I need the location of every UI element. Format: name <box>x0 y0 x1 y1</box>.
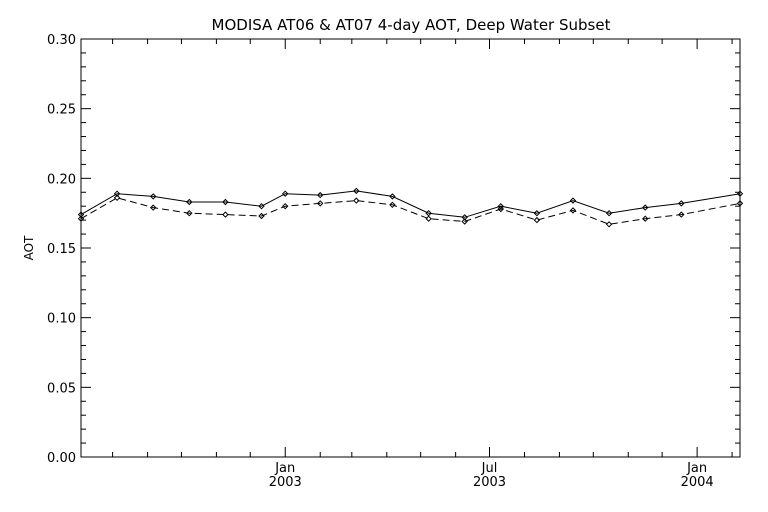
data-point-marker <box>281 202 289 210</box>
data-point-marker <box>316 191 324 199</box>
x-tick-month-label: Jan <box>274 461 295 476</box>
data-point-marker <box>389 201 396 209</box>
data-point-marker <box>113 190 121 197</box>
data-point-marker <box>605 209 613 217</box>
y-tick-label: 0.05 <box>47 381 76 396</box>
series-line-1 <box>80 190 741 218</box>
y-tick-label: 0.15 <box>47 242 76 257</box>
data-point-marker <box>389 193 396 200</box>
data-point-marker <box>461 218 468 225</box>
data-point-marker <box>353 197 360 204</box>
y-tick-label: 0.25 <box>47 103 76 118</box>
plot-frame <box>80 38 741 458</box>
data-point-marker <box>77 215 85 222</box>
y-tick-label: 0.10 <box>47 312 76 327</box>
data-point-marker <box>186 209 193 217</box>
x-tick-year-label: 2003 <box>269 475 302 490</box>
data-point-marker <box>149 204 157 211</box>
data-point-marker <box>533 216 541 224</box>
data-point-marker <box>497 205 505 213</box>
x-tick-year-label: 2003 <box>473 475 506 490</box>
x-tick-month-label: Jul <box>481 461 498 476</box>
data-point-marker <box>569 207 577 214</box>
y-tick-label: 0.20 <box>47 172 76 187</box>
chart-title: MODISA AT06 & AT07 4-day AOT, Deep Water… <box>212 16 611 34</box>
data-point-marker <box>425 215 432 222</box>
data-point-marker <box>316 200 324 207</box>
y-axis-label: AOT <box>22 235 36 260</box>
data-point-marker <box>222 211 229 218</box>
data-point-marker <box>461 214 468 221</box>
data-point-marker <box>569 197 577 204</box>
data-point-marker <box>736 190 744 197</box>
data-point-marker <box>149 193 157 200</box>
data-point-marker <box>353 187 360 195</box>
data-point-marker <box>77 211 85 218</box>
data-point-marker <box>281 190 289 197</box>
x-tick-month-label: Jan <box>686 461 707 476</box>
data-point-marker <box>222 198 229 206</box>
data-point-marker <box>258 212 265 220</box>
y-tick-label: 0.00 <box>47 451 76 466</box>
data-point-marker <box>678 211 685 218</box>
series-line-2 <box>80 197 741 225</box>
data-point-marker <box>678 200 685 207</box>
y-tick-label: 0.30 <box>47 33 76 48</box>
x-tick-year-label: 2004 <box>681 475 714 490</box>
data-point-marker <box>641 215 649 222</box>
data-point-marker <box>186 198 193 206</box>
data-point-marker <box>533 209 541 217</box>
data-point-marker <box>641 204 649 211</box>
series-layer <box>77 187 744 228</box>
data-point-marker <box>113 194 121 202</box>
data-point-marker <box>736 200 744 207</box>
data-point-marker <box>258 202 265 210</box>
data-point-marker <box>605 221 613 228</box>
y-axis: 0.00 0.05 0.10 0.15 0.20 0.25 0.30 <box>47 33 740 466</box>
